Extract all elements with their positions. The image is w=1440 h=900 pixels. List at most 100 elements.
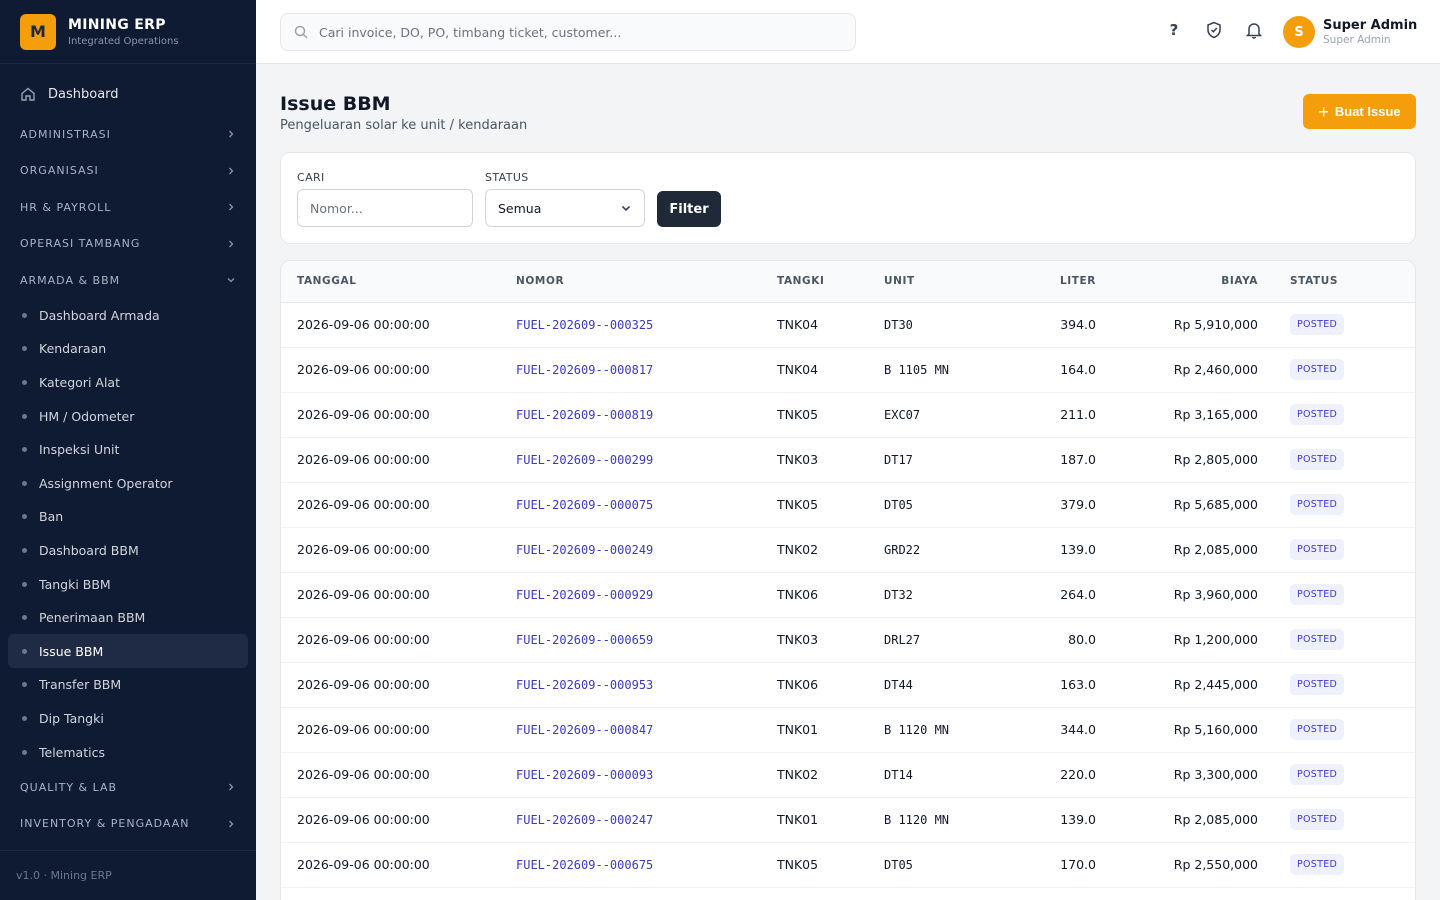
chevron-right-icon [229,203,234,211]
cell-biaya: Rp 2,460,000 [1096,347,1258,393]
sidebar-item-ban[interactable]: Ban [8,500,248,534]
filter-button[interactable]: Filter [657,191,721,227]
table-row[interactable]: 2026-09-06 00:00:00 FUEL-202609--000093 TN… [281,752,1415,798]
col-status[interactable]: STATUS [1258,261,1415,303]
col-nomor[interactable]: NOMOR [516,261,777,303]
sidebar-item-assignment-operator[interactable]: Assignment Operator [8,466,248,500]
global-search[interactable] [280,13,856,51]
issue-number-link[interactable]: FUEL-202609--000659 [516,633,654,647]
cell-unit: DT14 [884,752,1016,798]
col-tangki[interactable]: TANGKI [777,261,884,303]
sidebar-item-dashboard-armada[interactable]: Dashboard Armada [8,299,248,333]
cell-unit: B 1120 MN [884,797,1016,843]
table-row[interactable]: 2026-09-06 00:00:00 FUEL-202609--000325 TN… [281,302,1415,348]
shield-icon[interactable] [1204,20,1224,40]
user-role: Super Admin [1323,34,1391,46]
number-search-input[interactable] [297,189,473,227]
col-unit[interactable]: UNIT [884,261,1016,303]
cell-liter: 394.0 [1016,302,1096,348]
table-row[interactable]: 2026-09-06 00:00:00 FUEL-202609--000299 TN… [281,437,1415,483]
issue-number-link[interactable]: FUEL-202609--000819 [516,408,654,422]
col-tanggal[interactable]: TANGGAL [281,261,516,303]
issue-number-link[interactable]: FUEL-202609--000817 [516,363,654,377]
sidebar-section-hr-payroll[interactable]: HR & PAYROLL [8,189,248,226]
table-row[interactable]: 2026-09-06 00:00:00 FUEL-202609--000247 TN… [281,797,1415,843]
status-badge: POSTED [1290,539,1345,560]
cell-unit: DT05 [884,842,1016,888]
create-issue-label: Buat Issue [1334,104,1401,119]
col-liter[interactable]: LITER [1016,261,1096,303]
issue-number-link[interactable]: FUEL-202609--000299 [516,453,654,467]
issue-number-link[interactable]: FUEL-202609--000249 [516,543,654,557]
issue-number-link[interactable]: FUEL-202609--000093 [516,768,654,782]
table-row[interactable]: 2026-09-06 00:00:00 FUEL-202609--000659 TN… [281,617,1415,663]
sidebar-section-label: ORGANISASI [20,164,99,178]
table-row[interactable]: 2026-09-06 00:00:00 FUEL-202609--000847 TN… [281,707,1415,753]
status-badge: POSTED [1290,494,1345,515]
sidebar-item-transfer-bbm[interactable]: Transfer BBM [8,668,248,702]
bell-icon[interactable] [1244,20,1264,40]
sidebar-section-quality-lab[interactable]: QUALITY & LAB [8,769,248,806]
issue-number-link[interactable]: FUEL-202609--000675 [516,858,654,872]
cell-tanggal: 2026-09-06 00:00:00 [281,662,516,708]
cell-liter: 139.0 [1016,527,1096,573]
issue-number-link[interactable]: FUEL-202609--000247 [516,813,654,827]
search-input[interactable] [319,24,839,40]
table-row[interactable]: 2026-09-06 00:00:00 FUEL-202609--000953 TN… [281,662,1415,708]
status-label: STATUS [485,171,529,184]
cell-biaya: Rp 3,300,000 [1096,752,1258,798]
user-menu[interactable]: S Super Admin Super Admin [1283,16,1417,48]
sidebar-item-kendaraan[interactable]: Kendaraan [8,332,248,366]
sidebar-item-label: Dashboard [48,86,119,102]
issue-number-link[interactable]: FUEL-202609--000929 [516,588,654,602]
sidebar-item-label: Transfer BBM [39,677,122,693]
status-select[interactable]: Semua [485,189,645,227]
sidebar-section-label: INVENTORY & PENGADAAN [20,817,190,831]
bullet-icon [22,682,27,688]
cell-tangki: TNK02 [777,527,884,573]
sidebar-item-tangki-bbm[interactable]: Tangki BBM [8,567,248,601]
issue-number-link[interactable]: FUEL-202609--000953 [516,678,654,692]
search-icon [294,25,308,39]
sidebar-item-dashboard[interactable]: Dashboard [8,78,248,110]
brand-logo: M [20,13,56,50]
sidebar-section-armada[interactable]: ARMADA & BBM [8,262,248,299]
sidebar-item-dashboard-bbm[interactable]: Dashboard BBM [8,534,248,568]
sidebar-item-issue-bbm[interactable]: Issue BBM [8,634,248,669]
status-badge: POSTED [1290,719,1345,740]
sidebar-item-kategori-alat[interactable]: Kategori Alat [8,366,248,400]
brand[interactable]: M MINING ERP Integrated Operations [0,0,256,64]
table-row[interactable]: 2026-09-06 00:00:00 FUEL-202609--000075 TN… [281,482,1415,528]
table-row[interactable]: 2026-09-06 00:00:00 FUEL-202609--000675 TN… [281,842,1415,888]
sidebar-item-hm-odometer[interactable]: HM / Odometer [8,399,248,433]
status-badge: POSTED [1290,314,1345,335]
cell-tangki: TNK03 [777,437,884,483]
sidebar-section-inventory-pengadaan[interactable]: INVENTORY & PENGADAAN [8,805,248,842]
table-row[interactable]: 2026-09-06 00:00:00 FUEL-202609--000817 TN… [281,347,1415,393]
table-row[interactable]: 2026-09-06 00:00:00 FUEL-202609--000249 TN… [281,527,1415,573]
sidebar-item-dip-tangki[interactable]: Dip Tangki [8,702,248,736]
sidebar-item-penerimaan-bbm[interactable]: Penerimaan BBM [8,601,248,635]
cell-liter: 264.0 [1016,572,1096,618]
create-issue-button[interactable]: + Buat Issue [1303,94,1416,129]
cell-tanggal: 2026-09-06 00:00:00 [281,482,516,528]
help-icon[interactable]: ? [1169,21,1179,39]
sidebar-item-telematics[interactable]: Telematics [8,735,248,769]
sidebar-item-inspeksi-unit[interactable]: Inspeksi Unit [8,433,248,467]
table-row[interactable]: 2026-09-06 00:00:00 FUEL-202609--000819 TN… [281,392,1415,438]
table-row[interactable]: 2026-09-06 00:00:00 FUEL-202609--000929 TN… [281,572,1415,618]
sidebar-item-label: Inspeksi Unit [39,442,120,458]
chevron-right-icon [229,130,234,138]
status-badge: POSTED [1290,854,1345,875]
sidebar-section-operasi-tambang[interactable]: OPERASI TAMBANG [8,226,248,263]
status-badge: POSTED [1290,674,1345,695]
sidebar-item-label: HM / Odometer [39,408,135,424]
issue-number-link[interactable]: FUEL-202609--000847 [516,723,654,737]
sidebar-section-administrasi[interactable]: ADMINISTRASI [8,116,248,153]
issue-number-link[interactable]: FUEL-202609--000075 [516,498,654,512]
chevron-right-icon [229,167,234,175]
issue-number-link[interactable]: FUEL-202609--000325 [516,318,654,332]
cell-biaya: Rp 5,910,000 [1096,302,1258,348]
col-biaya[interactable]: BIAYA [1096,261,1258,303]
sidebar-section-organisasi[interactable]: ORGANISASI [8,153,248,190]
